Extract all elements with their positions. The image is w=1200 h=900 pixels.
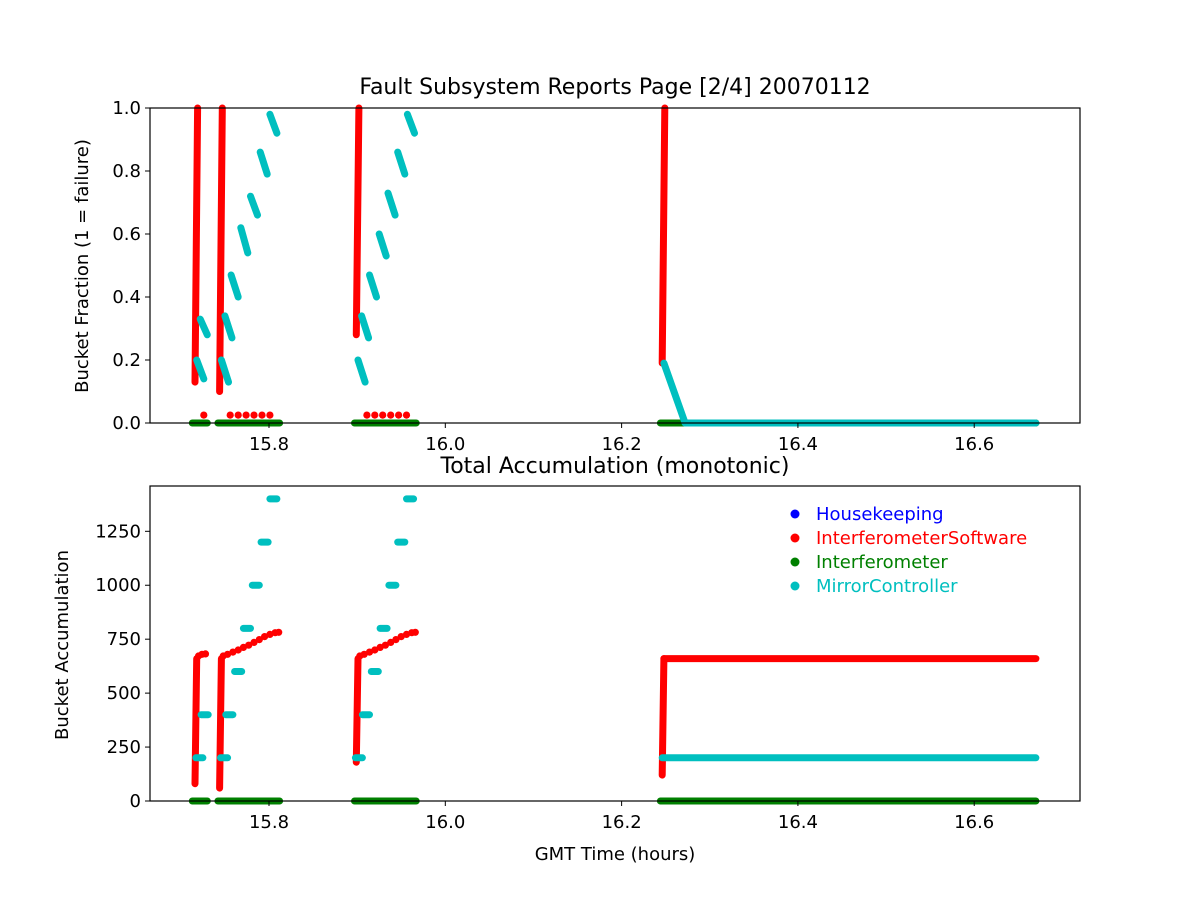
top-interferometersoftware-point-4 [250,411,258,419]
top-interferometersoftware-point-8 [371,411,379,419]
bottom-y-tick-label-2: 500 [107,683,141,704]
top-y-tick-label-2: 0.4 [112,287,141,308]
bottom-interferometersoftware-point-2 [201,650,210,658]
top-mirrorcontroller-run-4 [227,271,242,301]
bottom-tick-marks: 15.8 16.0 16.2 16.4 16.6 0 250 500 750 1000 1250 [95,521,994,833]
legend-marker-0 [790,509,800,519]
top-x-tick-label-1: 16.0 [425,434,465,455]
bottom-y-tick-label-3: 750 [107,629,141,650]
bottom-y-tick-label-1: 250 [107,737,141,758]
top-x-tick-label-3: 16.4 [778,434,818,455]
bottom-x-tick-label-0: 15.8 [249,812,289,833]
top-y-tick-label-0: 0.0 [112,413,141,434]
legend-label-0: Housekeeping [816,504,944,525]
bottom-x-axis-label: GMT Time (hours) [535,844,696,865]
top-mirrorcontroller-run-6 [247,192,261,219]
top-interferometersoftware-point-3 [242,411,250,419]
top-interferometersoftware-point-11 [395,411,403,419]
top-y-tick-label-3: 0.6 [112,224,141,245]
top-mirrorcontroller-run-3 [221,312,236,342]
top-interferometersoftware-run-3 [658,104,669,367]
bottom-interferometersoftware-point-14 [275,628,283,636]
top-mirrorcontroller-run-11 [366,271,380,301]
top-interferometersoftware-point-7 [363,411,371,419]
legend: Housekeeping InterferometerSoftware Interf… [790,504,1027,597]
bottom-interferometersoftware-point-9 [250,638,258,647]
top-mirrorcontroller-run-15 [403,110,418,137]
top-axes-frame [149,107,1081,424]
top-interferometersoftware-point-5 [258,411,266,419]
top-interferometersoftware-point-2 [234,411,242,419]
bottom-x-tick-label-4: 16.6 [954,812,994,833]
top-mirrorcontroller-run-0 [193,356,208,383]
top-interferometersoftware-point-0 [200,411,208,419]
top-interferometersoftware-point-9 [379,411,387,419]
top-mirrorcontroller-run-13 [384,189,399,219]
top-tick-marks: 15.8 16.0 16.2 16.4 16.6 0.0 0.2 0.4 0.6 0.8 1.0 [112,98,994,455]
top-interferometersoftware-point-10 [387,411,395,419]
top-mirrorcontroller-run-5 [237,224,252,257]
bottom-axes-frame [149,485,1081,802]
bottom-y-tick-label-5: 1250 [95,521,141,542]
bottom-x-tick-label-3: 16.4 [778,812,818,833]
top-interferometersoftware-run-2 [352,104,363,339]
top-interferometersoftware-point-12 [402,411,411,419]
bottom-plot-area [188,495,1040,805]
bottom-y-tick-label-0: 0 [130,791,141,812]
bottom-x-tick-label-2: 16.2 [602,812,642,833]
bottom-interferometersoftware-point-10 [255,636,263,644]
top-mirrorcontroller-run-10 [358,312,373,342]
total-accumulation-chart: 15.8 16.0 16.2 16.4 16.6 0 250 500 750 1000 1250 T… [52,454,1081,865]
bottom-y-tick-label-4: 1000 [95,575,141,596]
legend-marker-2 [790,557,800,567]
top-mirrorcontroller-run-2 [217,356,232,386]
top-interferometersoftware-run-0 [191,104,202,386]
top-x-tick-label-2: 16.2 [602,434,642,455]
bottom-chart-title: Total Accumulation (monotonic) [440,454,790,479]
top-mirrorcontroller-run-8 [266,110,281,137]
top-y-axis-label: Bucket Fraction (1 = failure) [72,139,93,393]
top-y-tick-label-5: 1.0 [112,98,141,119]
bottom-interferometersoftware-point-8 [245,641,253,649]
bottom-interferometersoftware-point-20 [381,641,389,649]
top-mirrorcontroller-run-16 [660,359,689,427]
bottom-y-axis-label: Bucket Accumulation [52,550,73,740]
bottom-interferometersoftware-point-22 [392,636,400,644]
legend-label-2: Interferometer [816,552,948,573]
top-mirrorcontroller-run-14 [394,148,409,178]
legend-label-1: InterferometerSoftware [816,528,1027,549]
bottom-interferometersoftware-run-1 [216,655,225,792]
top-x-tick-label-4: 16.6 [954,434,994,455]
top-interferometersoftware-point-1 [226,411,234,419]
top-x-tick-label-0: 15.8 [249,434,289,455]
top-interferometersoftware-run-1 [216,104,226,395]
top-mirrorcontroller-run-12 [375,230,390,260]
top-interferometersoftware-point-6 [266,411,274,419]
top-y-tick-label-1: 0.2 [112,350,141,371]
fault-fraction-chart: 15.8 16.0 16.2 16.4 16.6 0.0 0.2 0.4 0.6 0.8 1.0 F… [72,75,1081,455]
top-mirrorcontroller-run-1 [196,315,211,339]
top-chart-title: Fault Subsystem Reports Page [2/4] 20070… [359,75,870,100]
legend-marker-3 [790,581,800,591]
top-mirrorcontroller-run-9 [354,356,369,386]
bottom-interferometersoftware-point-26 [411,628,419,636]
bottom-interferometersoftware-run-0 [191,655,201,788]
bottom-interferometersoftware-run-2 [352,655,362,766]
top-y-tick-label-4: 0.8 [112,161,141,182]
top-mirrorcontroller-run-7 [256,148,271,178]
bottom-x-tick-label-1: 16.0 [425,812,465,833]
legend-label-3: MirrorController [816,576,958,597]
legend-marker-1 [790,533,800,543]
